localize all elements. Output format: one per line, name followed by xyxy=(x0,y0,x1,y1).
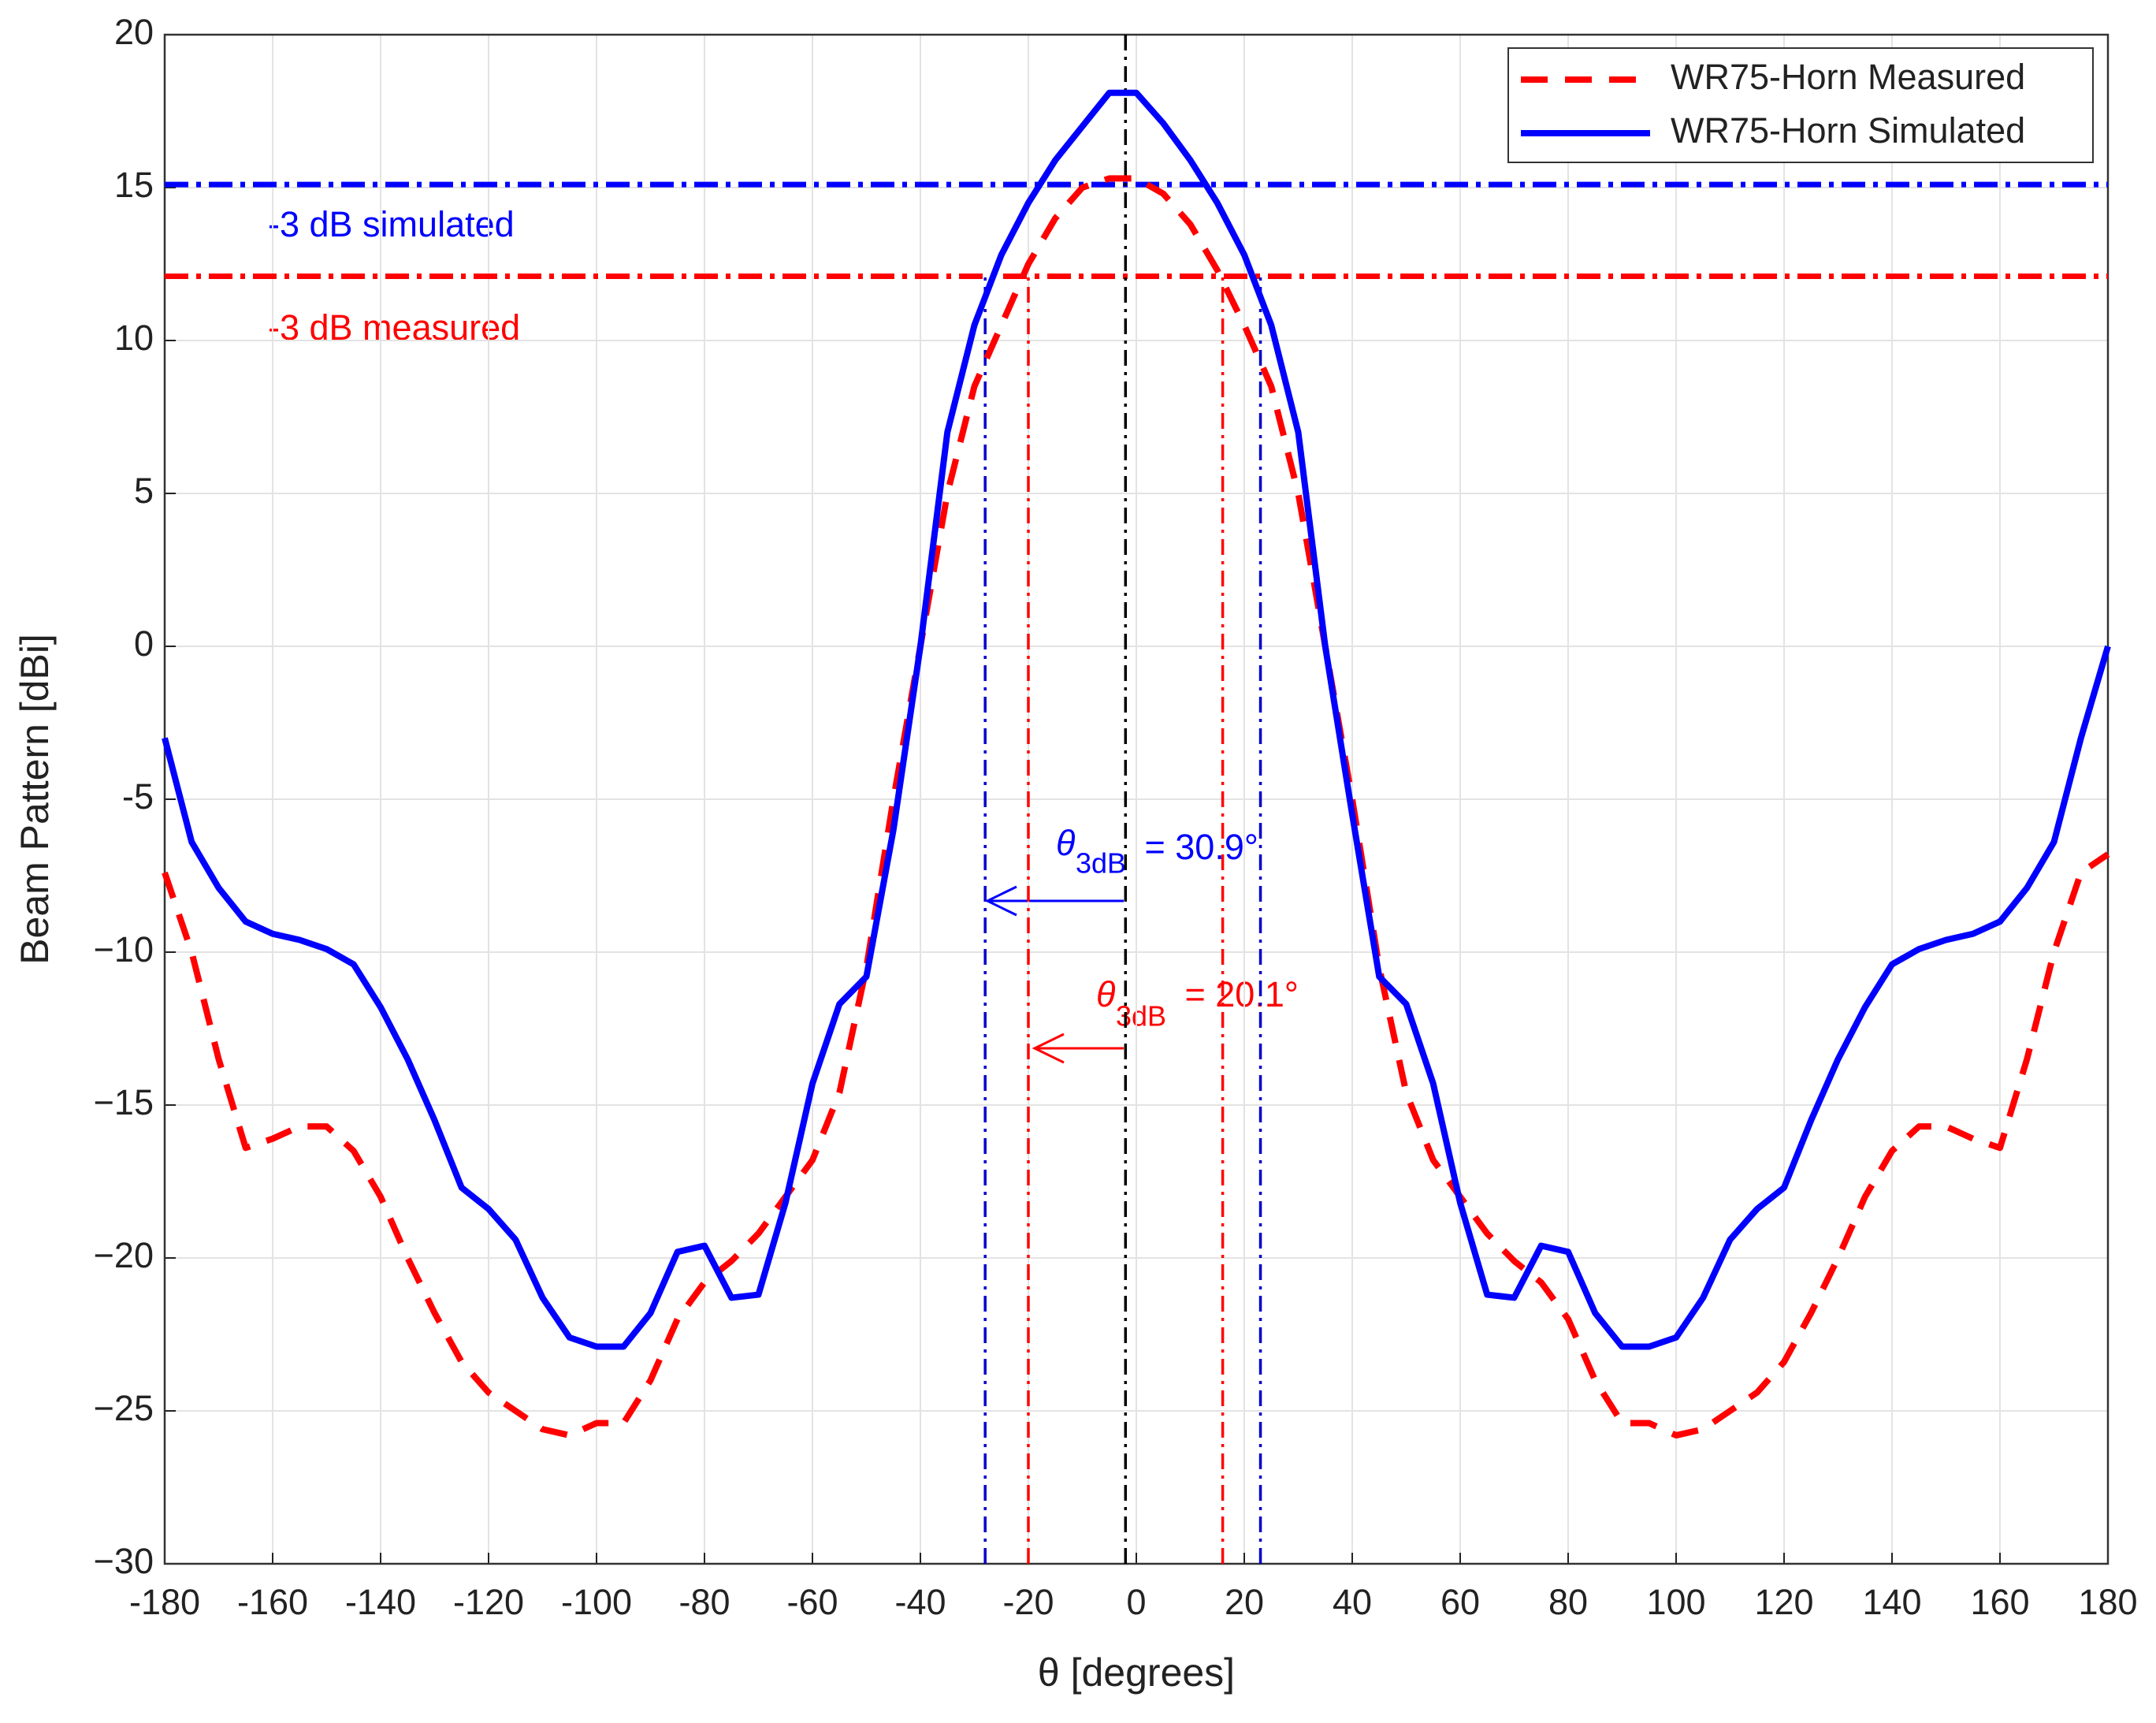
y-tick-label: −30 xyxy=(94,1541,154,1581)
x-tick-label: -100 xyxy=(561,1582,632,1622)
plot-frame xyxy=(163,33,2110,1565)
y-axis-label: Beam Pattern [dBi] xyxy=(13,634,57,965)
legend: WR75-Horn Measured WR75-Horn Simulated xyxy=(1507,47,2094,163)
plot-layer: -180 -160 -140 -120 -100 -80 -60 -40 -20 0 20 40 60 8… xyxy=(94,12,2138,1622)
value-text: = 30.9° xyxy=(1135,827,1258,867)
series-line xyxy=(162,175,2110,1439)
x-tick-label: -160 xyxy=(237,1582,308,1622)
x-tick-label: -180 xyxy=(129,1582,200,1622)
x-tick-label: -60 xyxy=(786,1582,838,1622)
x-tick-label: 20 xyxy=(1225,1582,1264,1622)
x-tick-label: -120 xyxy=(453,1582,524,1622)
legend-label: WR75-Horn Simulated xyxy=(1671,110,2025,151)
symbol: θ xyxy=(1056,823,1076,863)
arrow-head xyxy=(984,885,1017,917)
beamwidth-label: θ 3dB = 30.9° xyxy=(1056,823,1258,880)
value-text: = 20.1° xyxy=(1175,974,1299,1014)
x-tick-label: 60 xyxy=(1440,1582,1480,1622)
x-tick-label: 140 xyxy=(1862,1582,1921,1622)
x-tick-label: 120 xyxy=(1754,1582,1813,1622)
x-tick-label: 80 xyxy=(1548,1582,1588,1622)
legend-box xyxy=(1507,47,2094,163)
x-tick-label: 0 xyxy=(1126,1582,1146,1622)
annotation: -3 dB measured xyxy=(268,307,520,348)
y-tick-label: 5 xyxy=(134,471,154,511)
y-tick-label: 10 xyxy=(114,318,154,358)
subscript: 3dB xyxy=(1076,847,1126,880)
series-line xyxy=(162,89,2111,1350)
arrow-head xyxy=(1032,1033,1065,1064)
y-tick-label: −10 xyxy=(94,929,154,969)
symbol: θ xyxy=(1096,974,1116,1014)
x-tick-label: 40 xyxy=(1333,1582,1372,1622)
x-tick-label: -140 xyxy=(345,1582,416,1622)
y-tick-label: -5 xyxy=(122,776,154,817)
x-tick-label: -20 xyxy=(1002,1582,1054,1622)
y-tick-label: −20 xyxy=(94,1235,154,1275)
x-tick-label: 180 xyxy=(2078,1582,2137,1622)
x-axis-label: θ [degrees] xyxy=(1038,1650,1235,1695)
arrow xyxy=(1032,1033,1124,1064)
legend-label: WR75-Horn Measured xyxy=(1671,57,2025,97)
y-tick-label: 15 xyxy=(114,165,154,205)
y-tick-label: −25 xyxy=(94,1388,154,1428)
arrow xyxy=(984,885,1124,917)
y-tick-label: 20 xyxy=(114,12,154,52)
annotation: -3 dB simulated xyxy=(268,204,515,244)
x-tick-label: 100 xyxy=(1646,1582,1705,1622)
x-tick-label: -80 xyxy=(678,1582,730,1622)
x-tick-label: 160 xyxy=(1970,1582,2029,1622)
subscript: 3dB xyxy=(1116,1000,1166,1033)
y-tick-label: 0 xyxy=(134,623,154,664)
x-tick-label: -40 xyxy=(894,1582,946,1622)
y-tick-label: −15 xyxy=(94,1082,154,1122)
